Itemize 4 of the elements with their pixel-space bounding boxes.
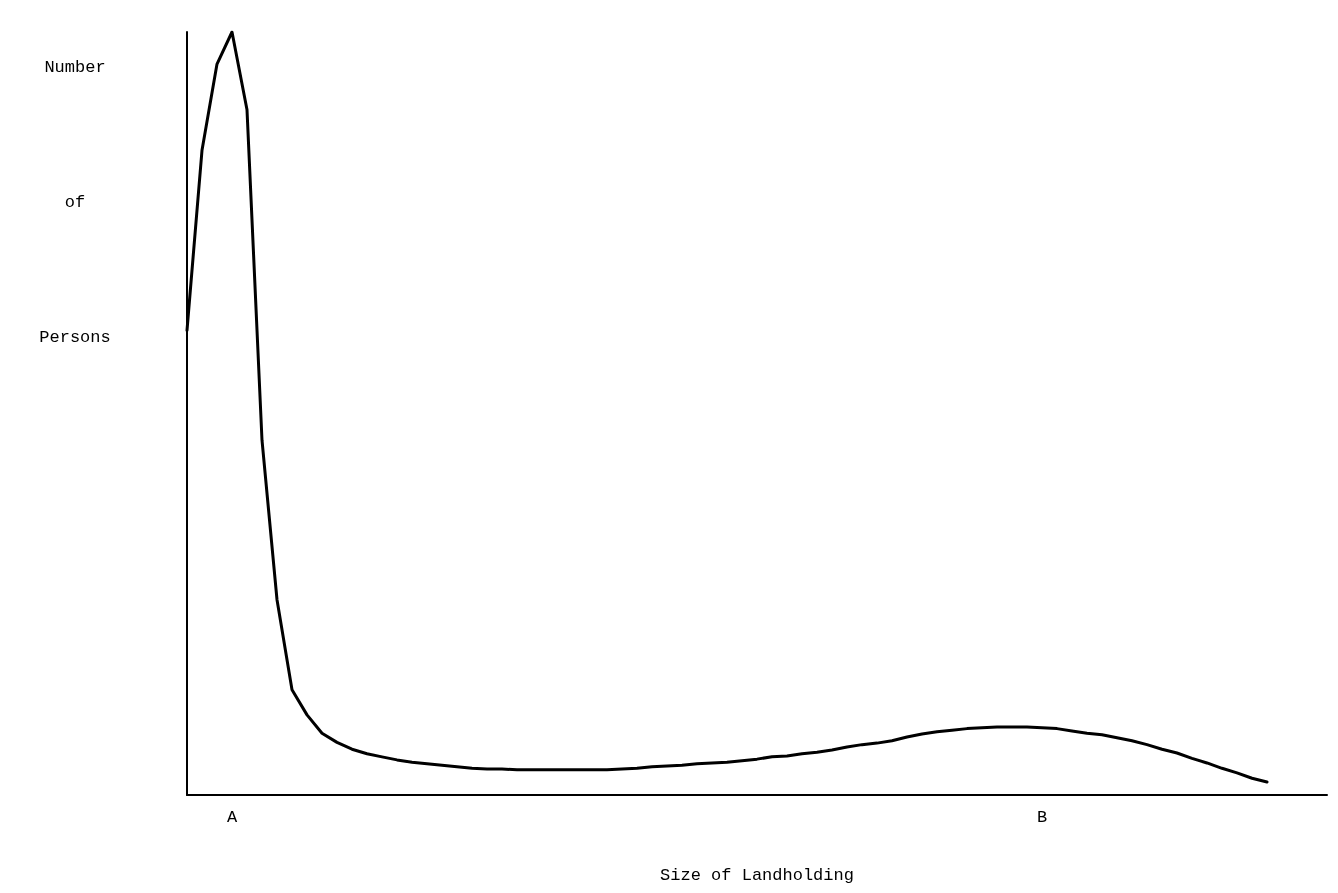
x-tick-label: B — [1036, 808, 1048, 827]
x-axis-title: Size of Landholding — [660, 866, 854, 885]
text: Number of Persons — [39, 58, 111, 347]
x-tick-label: A — [226, 808, 238, 827]
